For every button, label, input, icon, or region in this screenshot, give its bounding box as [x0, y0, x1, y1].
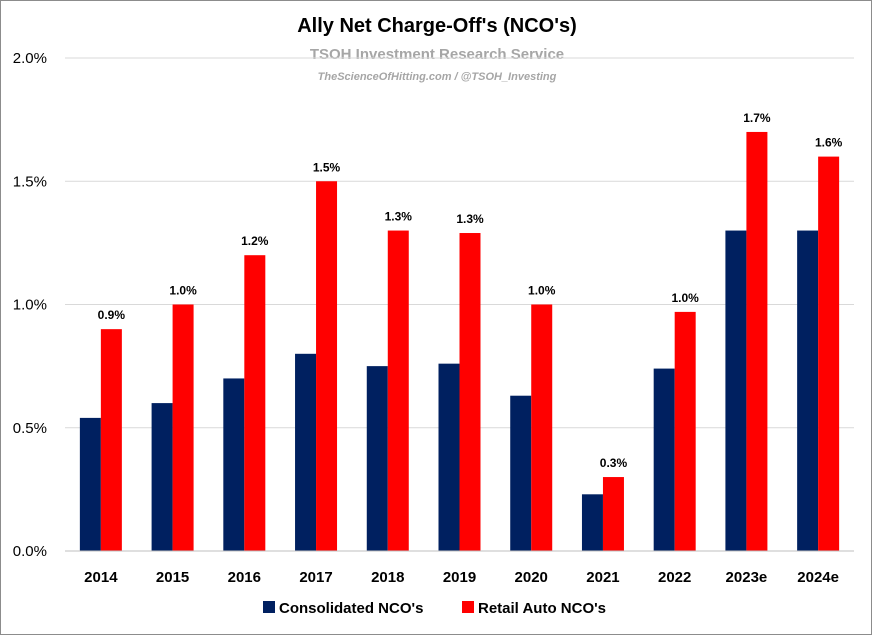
x-tick-label: 2018 — [371, 569, 404, 586]
x-tick-label: 2015 — [156, 569, 189, 586]
y-axis-ticks: 0.0% 0.5% 1.0% 1.5% 2.0% — [13, 50, 47, 560]
data-label: 1.5% — [313, 160, 341, 174]
data-label: 1.2% — [241, 234, 269, 248]
y-tick-label: 0.0% — [13, 543, 47, 560]
bar-retail-auto — [244, 255, 266, 551]
x-tick-label: 2021 — [586, 569, 619, 586]
bar-consolidated — [510, 395, 532, 551]
bar-consolidated — [581, 494, 603, 551]
bar-retail-auto — [818, 156, 840, 551]
data-label: 1.3% — [456, 212, 484, 226]
legend: Consolidated NCO's Retail Auto NCO's — [263, 600, 606, 617]
data-label: 0.9% — [98, 308, 126, 322]
bar-consolidated — [295, 353, 317, 551]
bar-retail-auto — [459, 233, 481, 551]
bar-consolidated — [438, 363, 460, 551]
data-label: 1.0% — [169, 284, 197, 298]
bar-consolidated — [79, 417, 101, 551]
legend-label: Consolidated NCO's — [279, 600, 423, 617]
bar-retail-auto — [100, 329, 122, 551]
bar-retail-auto — [602, 477, 624, 551]
bar-retail-auto — [172, 304, 194, 551]
data-label: 1.6% — [815, 136, 843, 150]
x-tick-label: 2019 — [443, 569, 476, 586]
legend-label: Retail Auto NCO's — [478, 600, 606, 617]
legend-swatch — [462, 601, 474, 613]
bar-retail-auto — [531, 304, 553, 551]
x-tick-label: 2014 — [84, 569, 118, 586]
x-tick-label: 2016 — [228, 569, 261, 586]
y-tick-label: 2.0% — [13, 50, 47, 67]
x-tick-label: 2020 — [515, 569, 548, 586]
legend-swatch — [263, 601, 275, 613]
x-tick-label: 2024e — [797, 569, 839, 586]
x-tick-label: 2017 — [299, 569, 332, 586]
bars — [79, 131, 840, 552]
x-tick-label: 2023e — [726, 569, 768, 586]
chart-source-note: TheScienceOfHitting.com / @TSOH_Investin… — [318, 71, 557, 83]
y-tick-label: 1.5% — [13, 173, 47, 190]
data-label: 1.0% — [528, 284, 556, 298]
data-label: 1.3% — [385, 210, 413, 224]
bar-consolidated — [725, 230, 747, 552]
bar-consolidated — [797, 230, 819, 552]
data-label: 1.7% — [743, 111, 771, 125]
bar-retail-auto — [746, 131, 768, 551]
y-tick-label: 1.0% — [13, 297, 47, 314]
chart-title: Ally Net Charge-Off's (NCO's) — [297, 15, 577, 37]
x-axis-ticks: 2014 2015 2016 2017 2018 2019 2020 2021 2022 2023… — [84, 569, 839, 586]
bar-retail-auto — [674, 311, 696, 551]
data-labels: 0.9% 1.0% 1.2% 1.5% 1.3% 1.3% 1.0% 0.3% 1.0% 1.7%… — [98, 111, 843, 470]
bar-consolidated — [653, 368, 675, 551]
data-label: 1.0% — [672, 291, 700, 305]
bar-consolidated — [223, 378, 245, 551]
bar-consolidated — [366, 366, 388, 551]
y-tick-label: 0.5% — [13, 420, 47, 437]
chart-subtitle: TSOH Investment Research Service — [310, 46, 564, 63]
bar-retail-auto — [387, 230, 409, 552]
x-tick-label: 2022 — [658, 569, 691, 586]
bar-retail-auto — [316, 181, 338, 551]
data-label: 0.3% — [600, 456, 628, 470]
bar-consolidated — [151, 403, 173, 551]
